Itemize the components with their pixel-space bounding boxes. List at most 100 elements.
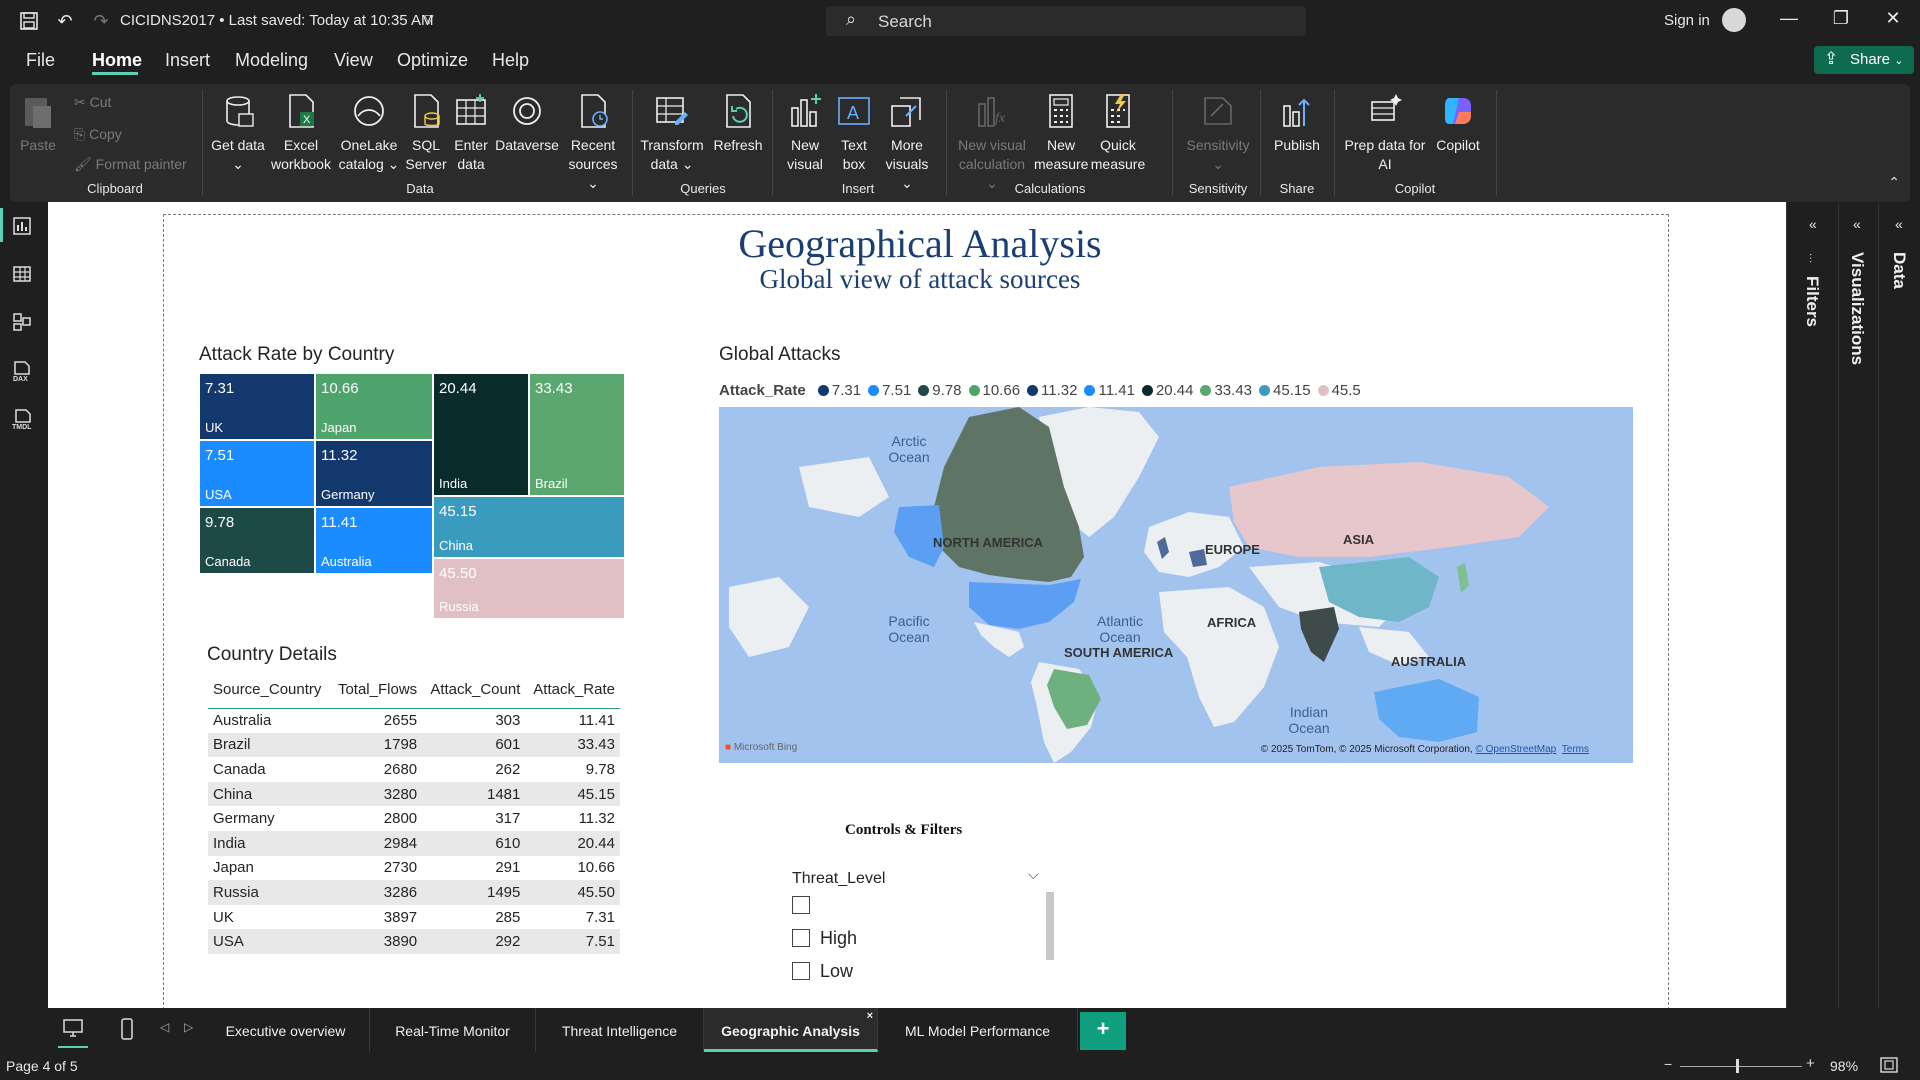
minimize-icon[interactable]: — <box>1774 8 1804 34</box>
legend-item[interactable]: 11.32 <box>1027 382 1077 399</box>
table-row[interactable]: India 2984 610 20.44 <box>208 831 620 856</box>
expand-visualizations-icon[interactable]: « <box>1853 216 1861 232</box>
column-header[interactable]: Attack_Count <box>422 672 525 708</box>
cut-button[interactable]: ✂ Cut <box>74 94 111 111</box>
previous-page-icon[interactable]: ◁ <box>160 1020 169 1034</box>
restore-icon[interactable]: ❐ <box>1826 8 1856 34</box>
report-subtitle[interactable]: Global view of attack sources <box>48 264 1792 295</box>
menu-help[interactable]: Help <box>492 50 529 71</box>
tab-ml-model-performance[interactable]: ML Model Performance <box>878 1008 1078 1052</box>
checkbox[interactable] <box>792 929 810 947</box>
collapse-ribbon-icon[interactable]: ⌃ <box>1888 174 1900 191</box>
tab-geographic-analysis[interactable]: Geographic Analysis × <box>704 1008 878 1052</box>
tmdl-view-icon[interactable]: TMDL <box>12 408 36 432</box>
zoom-slider[interactable] <box>1680 1066 1802 1067</box>
slicer-scrollbar[interactable] <box>1046 892 1054 960</box>
treemap-cell-uk[interactable]: 7.31 UK <box>199 373 315 440</box>
global-attacks-map[interactable]: NORTH AMERICA EUROPE ASIA AFRICA SOUTH A… <box>719 407 1633 763</box>
tab-real-time-monitor[interactable]: Real-Time Monitor <box>370 1008 536 1052</box>
country-details-table[interactable]: Source_Country Total_Flows Attack_Count Att… <box>208 672 620 954</box>
report-canvas[interactable]: Geographical Analysis Global view of att… <box>48 202 1786 1008</box>
terms-link[interactable]: Terms <box>1562 744 1589 755</box>
visualizations-pane[interactable]: « Visualizations <box>1838 202 1878 1008</box>
new-visual-button[interactable]: New visual <box>780 92 830 174</box>
avatar[interactable] <box>1722 8 1746 32</box>
close-icon[interactable]: ✕ <box>1878 8 1908 34</box>
copy-button[interactable]: ⎘ Copy <box>74 126 122 143</box>
desktop-layout-icon[interactable] <box>62 1018 110 1052</box>
zoom-level[interactable]: 98% <box>1830 1058 1858 1074</box>
tab-threat-intelligence[interactable]: Threat Intelligence <box>536 1008 704 1052</box>
table-row[interactable]: USA 3890 292 7.51 <box>208 929 620 954</box>
dataverse-button[interactable]: Dataverse <box>494 92 560 155</box>
treemap-cell-japan[interactable]: 10.66 Japan <box>315 373 433 440</box>
document-title[interactable]: CICIDNS2017 • Last saved: Today at 10:35… <box>120 12 433 29</box>
chevron-down-icon[interactable]: ⌵ <box>1028 866 1039 883</box>
table-row[interactable]: China 3280 1481 45.15 <box>208 782 620 807</box>
prep-data-for-ai-button[interactable]: Prep data for AI <box>1342 92 1428 174</box>
sql-server-button[interactable]: SQL Server <box>404 92 448 174</box>
treemap-cell-brazil[interactable]: 33.43 Brazil <box>529 373 625 496</box>
quick-measure-button[interactable]: Quick measure <box>1090 92 1146 174</box>
dax-query-view-icon[interactable]: DAX <box>12 360 36 384</box>
report-title[interactable]: Geographical Analysis <box>48 220 1792 267</box>
column-header[interactable]: Attack_Rate <box>525 672 620 708</box>
legend-item[interactable]: 11.41 <box>1084 382 1134 399</box>
treemap-cell-canada[interactable]: 9.78 Canada <box>199 507 315 574</box>
legend-item[interactable]: 7.51 <box>868 382 911 399</box>
share-button[interactable]: ⇪ Share ⌄ <box>1814 46 1914 74</box>
more-visuals-button[interactable]: More visuals ⌄ <box>878 92 936 193</box>
add-page-button[interactable]: + <box>1080 1012 1126 1050</box>
report-view-icon[interactable] <box>12 216 36 240</box>
text-box-button[interactable]: A Text box <box>832 92 876 174</box>
menu-home[interactable]: Home <box>92 50 142 71</box>
search-input[interactable]: ⌕ Search <box>826 6 1306 36</box>
openstreetmap-link[interactable]: © OpenStreetMap <box>1475 744 1556 755</box>
undo-icon[interactable]: ↶ <box>52 8 78 34</box>
table-row[interactable]: Brazil 1798 601 33.43 <box>208 733 620 758</box>
legend-item[interactable]: 45.5 <box>1318 382 1361 399</box>
treemap-cell-australia[interactable]: 11.41 Australia <box>315 507 433 574</box>
paste-button[interactable]: Paste <box>16 92 60 155</box>
mobile-layout-icon[interactable] <box>120 1018 134 1045</box>
recent-sources-button[interactable]: Recent sources ⌄ <box>562 92 624 193</box>
fit-to-page-icon[interactable] <box>1880 1057 1898 1078</box>
column-header[interactable]: Total_Flows <box>330 672 422 708</box>
table-row[interactable]: UK 3897 285 7.31 <box>208 905 620 930</box>
save-icon[interactable] <box>16 8 42 34</box>
legend-item[interactable]: 10.66 <box>969 382 1021 399</box>
new-visual-calculation-button[interactable]: fx New visual calculation ⌄ <box>954 92 1030 193</box>
slicer-option-blank[interactable] <box>792 895 820 916</box>
excel-workbook-button[interactable]: X Excel workbook <box>268 92 334 174</box>
legend-item[interactable]: 33.43 <box>1200 382 1252 399</box>
model-view-icon[interactable] <box>12 312 36 336</box>
format-painter-button[interactable]: 🖌 Format painter <box>74 156 187 173</box>
new-measure-button[interactable]: New measure <box>1034 92 1088 174</box>
filters-pane[interactable]: « ⫶ Filters <box>1786 202 1838 1008</box>
legend-item[interactable]: 20.44 <box>1142 382 1194 399</box>
column-header[interactable]: Source_Country <box>208 672 330 708</box>
checkbox[interactable] <box>792 896 810 914</box>
menu-view[interactable]: View <box>334 50 373 71</box>
transform-data-button[interactable]: Transform data ⌄ <box>640 92 704 174</box>
menu-optimize[interactable]: Optimize <box>397 50 468 71</box>
treemap-cell-germany[interactable]: 11.32 Germany <box>315 440 433 507</box>
zoom-slider-thumb[interactable] <box>1736 1059 1739 1073</box>
onelake-catalog-button[interactable]: OneLake catalog ⌄ <box>334 92 404 174</box>
table-row[interactable]: Russia 3286 1495 45.50 <box>208 880 620 905</box>
treemap-cell-india[interactable]: 20.44 India <box>433 373 529 496</box>
treemap-cell-russia[interactable]: 45.50 Russia <box>433 558 625 619</box>
data-pane[interactable]: « Data <box>1878 202 1920 1008</box>
close-tab-icon[interactable]: × <box>867 1010 873 1022</box>
table-view-icon[interactable] <box>12 264 36 288</box>
expand-filters-icon[interactable]: « <box>1809 216 1817 232</box>
expand-data-icon[interactable]: « <box>1895 216 1903 232</box>
zoom-in-icon[interactable]: + <box>1806 1055 1815 1072</box>
slicer-option-low[interactable]: Low <box>792 961 853 982</box>
legend-item[interactable]: 45.15 <box>1259 382 1311 399</box>
sign-in-link[interactable]: Sign in <box>1664 12 1710 29</box>
redo-icon[interactable]: ↷ <box>88 8 114 34</box>
legend-item[interactable]: 9.78 <box>918 382 961 399</box>
table-row[interactable]: Canada 2680 262 9.78 <box>208 757 620 782</box>
menu-modeling[interactable]: Modeling <box>235 50 308 71</box>
